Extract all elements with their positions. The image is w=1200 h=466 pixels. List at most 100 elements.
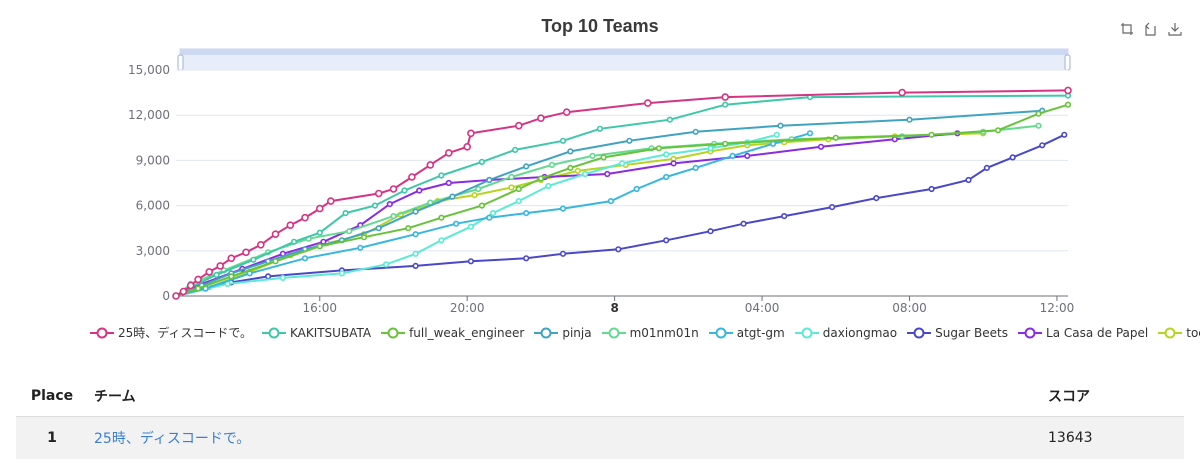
row-team: 25時、ディスコードで。 <box>88 417 1042 460</box>
series-point <box>643 99 652 107</box>
series-point <box>567 164 574 171</box>
series-point <box>475 185 482 193</box>
series-point <box>438 172 445 179</box>
series-point <box>574 167 581 174</box>
legend-item[interactable]: toe42 <box>1158 324 1200 341</box>
series-line <box>175 124 1039 297</box>
row-place: 1 <box>47 430 57 446</box>
series-point <box>301 213 309 222</box>
legend-item[interactable]: KAKITSUBATA <box>261 324 372 341</box>
legend-item[interactable]: La Casa de Papel <box>1018 324 1148 341</box>
series-point <box>537 114 545 122</box>
series-point <box>548 161 556 168</box>
series-point <box>213 271 220 279</box>
legend-swatch <box>381 327 406 338</box>
download-icon[interactable] <box>1168 22 1182 36</box>
series-point <box>508 184 515 191</box>
series-point <box>567 148 574 155</box>
series-point <box>615 246 622 253</box>
series-point <box>1039 142 1046 149</box>
legend-item[interactable]: full_weak_engineer <box>381 324 524 341</box>
series-point <box>589 152 596 159</box>
series-point <box>386 201 393 208</box>
series-point <box>604 170 611 178</box>
series-point <box>806 130 814 137</box>
series-point <box>663 151 670 158</box>
legend-swatch <box>708 327 733 338</box>
table-row: 1 25時、ディスコードで。 13643 <box>16 416 1184 460</box>
series-point <box>744 152 751 159</box>
data-zoom-handle-left[interactable] <box>177 54 184 71</box>
series-point <box>179 287 188 296</box>
zoom-reset-icon[interactable] <box>1144 22 1158 36</box>
legend-label: 25時、ディスコードで。 <box>118 326 252 340</box>
series-point <box>453 220 460 227</box>
series-point <box>445 179 452 187</box>
series-point <box>1009 154 1016 161</box>
series-point <box>486 176 493 184</box>
legend-item[interactable]: atgt-gm <box>708 324 785 341</box>
legend-label: full_weak_engineer <box>409 325 525 340</box>
x-tick-label: 08:00 <box>892 301 927 315</box>
series-point <box>898 88 906 97</box>
legend-item[interactable]: 25時、ディスコードで。 <box>90 324 252 341</box>
series-point <box>467 258 475 265</box>
legend-swatch <box>261 327 286 338</box>
series-point <box>360 234 368 241</box>
series-point <box>559 137 567 144</box>
series-point <box>633 185 640 193</box>
series-point <box>511 146 519 153</box>
series-point <box>371 202 379 209</box>
series-point <box>279 274 287 282</box>
zoom-icon[interactable] <box>1120 22 1134 36</box>
series-point <box>463 143 472 151</box>
legend-label: KAKITSUBATA <box>289 325 372 340</box>
series-point <box>545 182 552 190</box>
series-point <box>438 237 445 244</box>
x-tick-label: 8 <box>610 301 618 315</box>
series-point <box>729 152 736 159</box>
series-point <box>227 254 236 263</box>
series-point <box>438 214 445 221</box>
legend-item[interactable]: daxiongmao <box>794 324 897 341</box>
legend-label: Sugar Beets <box>935 325 1009 340</box>
y-tick-label: 15,000 <box>128 63 170 77</box>
series-point <box>559 250 567 257</box>
legend-item[interactable]: pinja <box>534 324 592 341</box>
series-point <box>655 145 663 152</box>
data-zoom-handle-right[interactable] <box>1064 54 1071 71</box>
series-point <box>467 223 475 230</box>
series-line <box>175 94 1069 297</box>
series-point <box>195 285 202 292</box>
series-point <box>692 164 699 171</box>
series-line <box>175 89 1069 297</box>
series-point <box>1064 86 1072 95</box>
series-point <box>928 185 935 193</box>
legend-label: atgt-gm <box>736 325 785 340</box>
series-point <box>412 231 419 238</box>
series-point <box>412 208 419 215</box>
series-point <box>777 122 784 129</box>
legend-swatch <box>1158 327 1183 338</box>
legend-item[interactable]: Sugar Beets <box>907 324 1008 341</box>
legend-label: La Casa de Papel <box>1046 325 1149 340</box>
x-tick-label: 20:00 <box>450 301 485 315</box>
legend-label: pinja <box>562 325 592 340</box>
series-point <box>467 129 475 138</box>
team-link[interactable]: 25時、ディスコードで。 <box>94 431 251 447</box>
series-point <box>537 175 545 182</box>
series-point <box>515 185 522 193</box>
series-point <box>873 195 880 202</box>
chart-toolbox <box>1120 22 1182 36</box>
series-point <box>342 210 349 217</box>
series-point <box>265 273 272 280</box>
legend-item[interactable]: m01nm01n <box>601 324 699 341</box>
series-point <box>515 198 522 205</box>
series-point <box>478 202 486 209</box>
series-point <box>965 176 972 184</box>
table-header-row: Place チーム スコア <box>16 376 1184 417</box>
series-point <box>389 185 398 193</box>
series-point <box>271 230 280 238</box>
series-point <box>416 187 423 194</box>
series-point <box>1061 131 1068 138</box>
